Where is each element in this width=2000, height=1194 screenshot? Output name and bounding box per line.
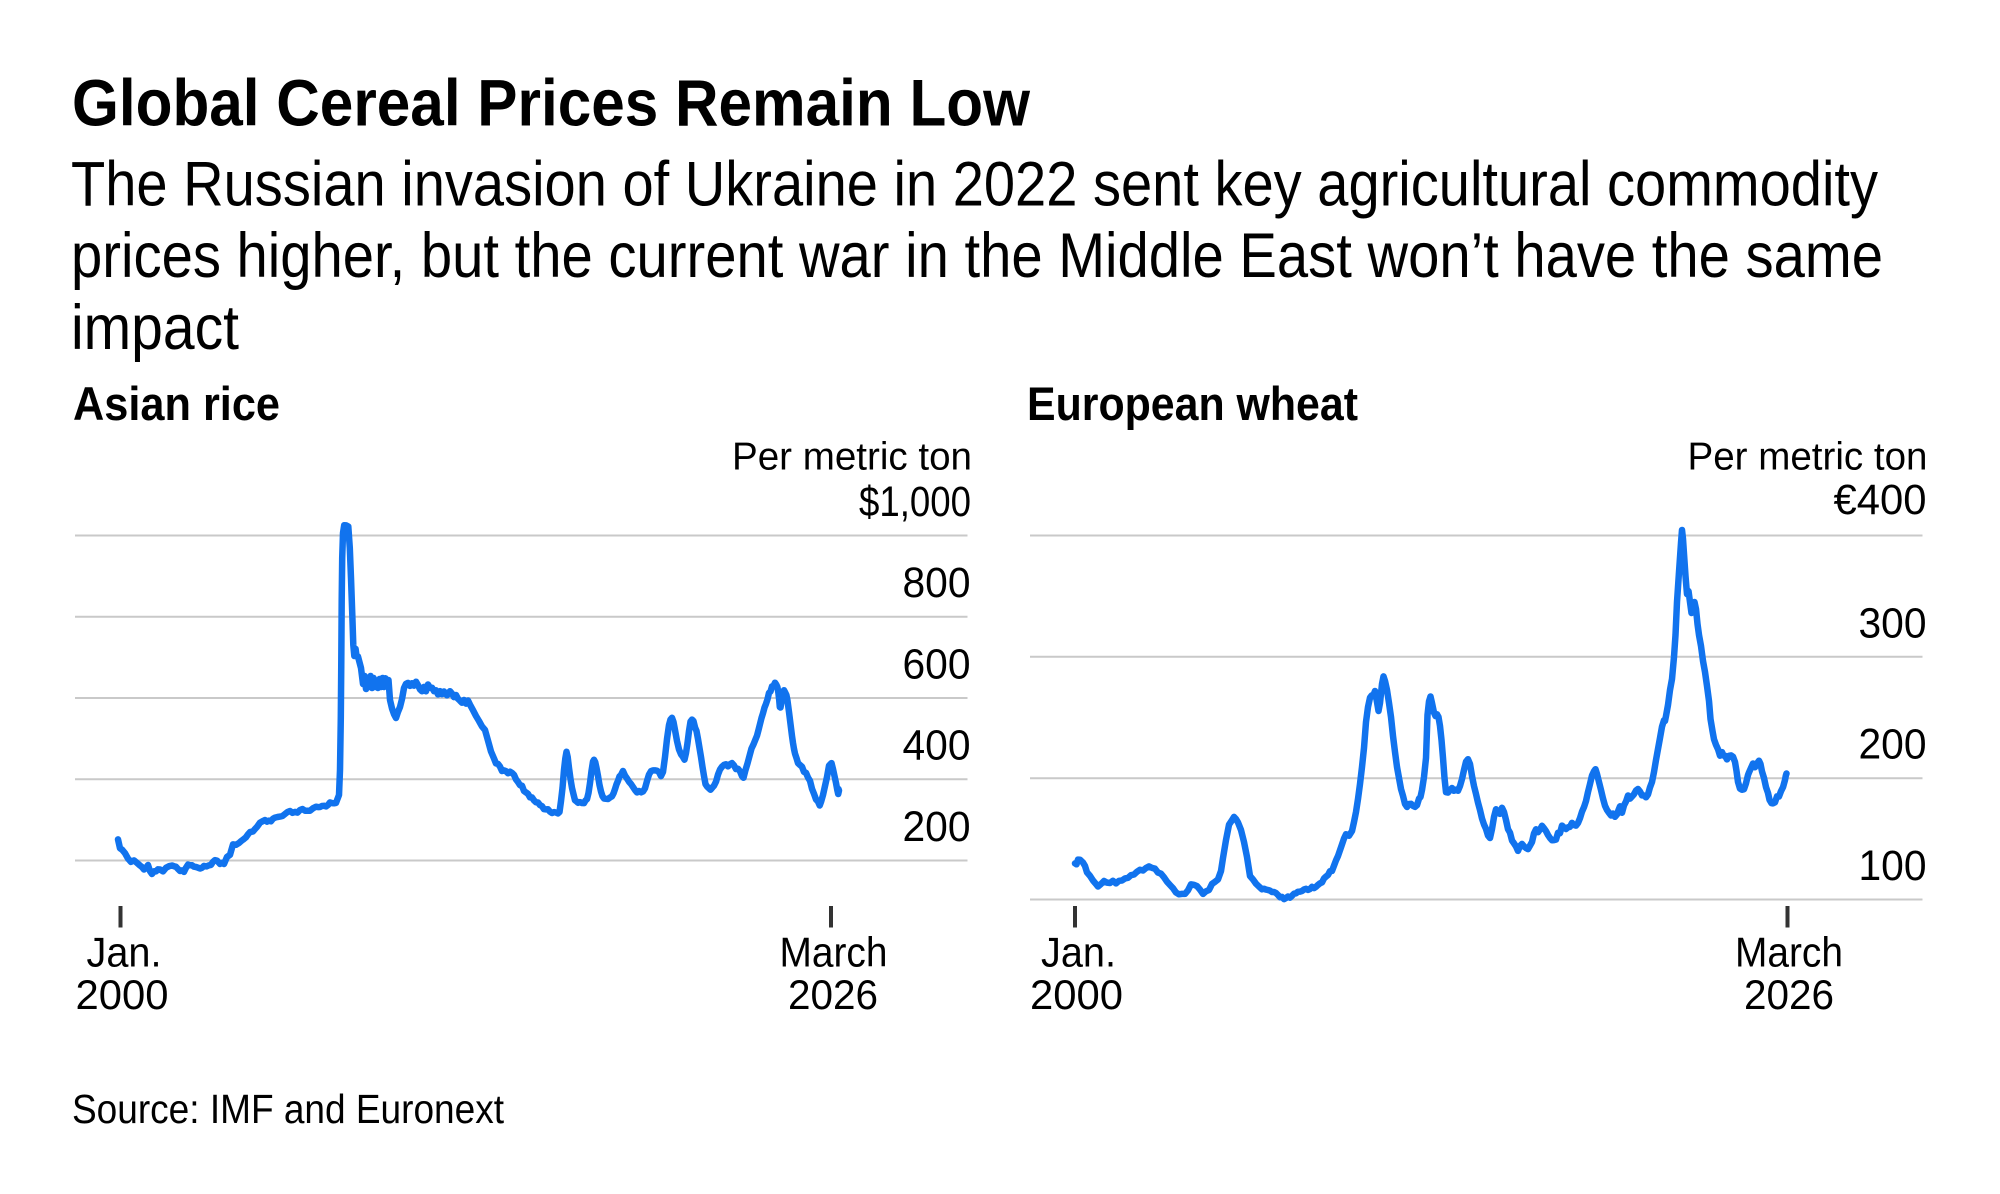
svg-text:2026: 2026 (788, 971, 878, 1018)
svg-text:800: 800 (903, 559, 971, 607)
svg-text:2026: 2026 (1744, 971, 1834, 1018)
svg-text:Source: IMF and Euronext: Source: IMF and Euronext (72, 1086, 504, 1132)
svg-text:$1,000: $1,000 (859, 478, 971, 526)
svg-text:The Russian invasion of Ukrain: The Russian invasion of Ukraine in 2022 … (71, 150, 1878, 220)
svg-text:Asian rice: Asian rice (73, 377, 280, 430)
svg-text:impact: impact (71, 293, 239, 363)
svg-text:100: 100 (1859, 842, 1927, 890)
svg-text:March: March (1735, 929, 1843, 976)
svg-text:€400: €400 (1834, 476, 1927, 524)
svg-text:Jan.: Jan. (87, 929, 162, 976)
svg-text:Per metric ton: Per metric ton (732, 436, 972, 479)
svg-text:Global Cereal Prices Remain Lo: Global Cereal Prices Remain Low (72, 66, 1031, 140)
svg-text:prices higher, but the current: prices higher, but the current war in th… (71, 221, 1883, 291)
svg-text:European wheat: European wheat (1027, 377, 1358, 430)
svg-text:300: 300 (1859, 599, 1927, 647)
svg-text:March: March (780, 929, 888, 976)
svg-text:600: 600 (903, 641, 971, 689)
svg-text:200: 200 (903, 803, 971, 851)
svg-text:Per metric ton: Per metric ton (1688, 436, 1928, 479)
svg-text:400: 400 (903, 722, 971, 770)
svg-text:Jan.: Jan. (1041, 929, 1116, 976)
svg-text:2000: 2000 (76, 971, 169, 1018)
svg-text:2000: 2000 (1030, 971, 1123, 1018)
svg-text:200: 200 (1859, 721, 1927, 769)
